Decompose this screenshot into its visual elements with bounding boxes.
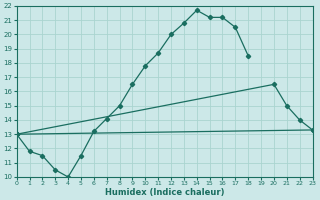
X-axis label: Humidex (Indice chaleur): Humidex (Indice chaleur) xyxy=(105,188,224,197)
